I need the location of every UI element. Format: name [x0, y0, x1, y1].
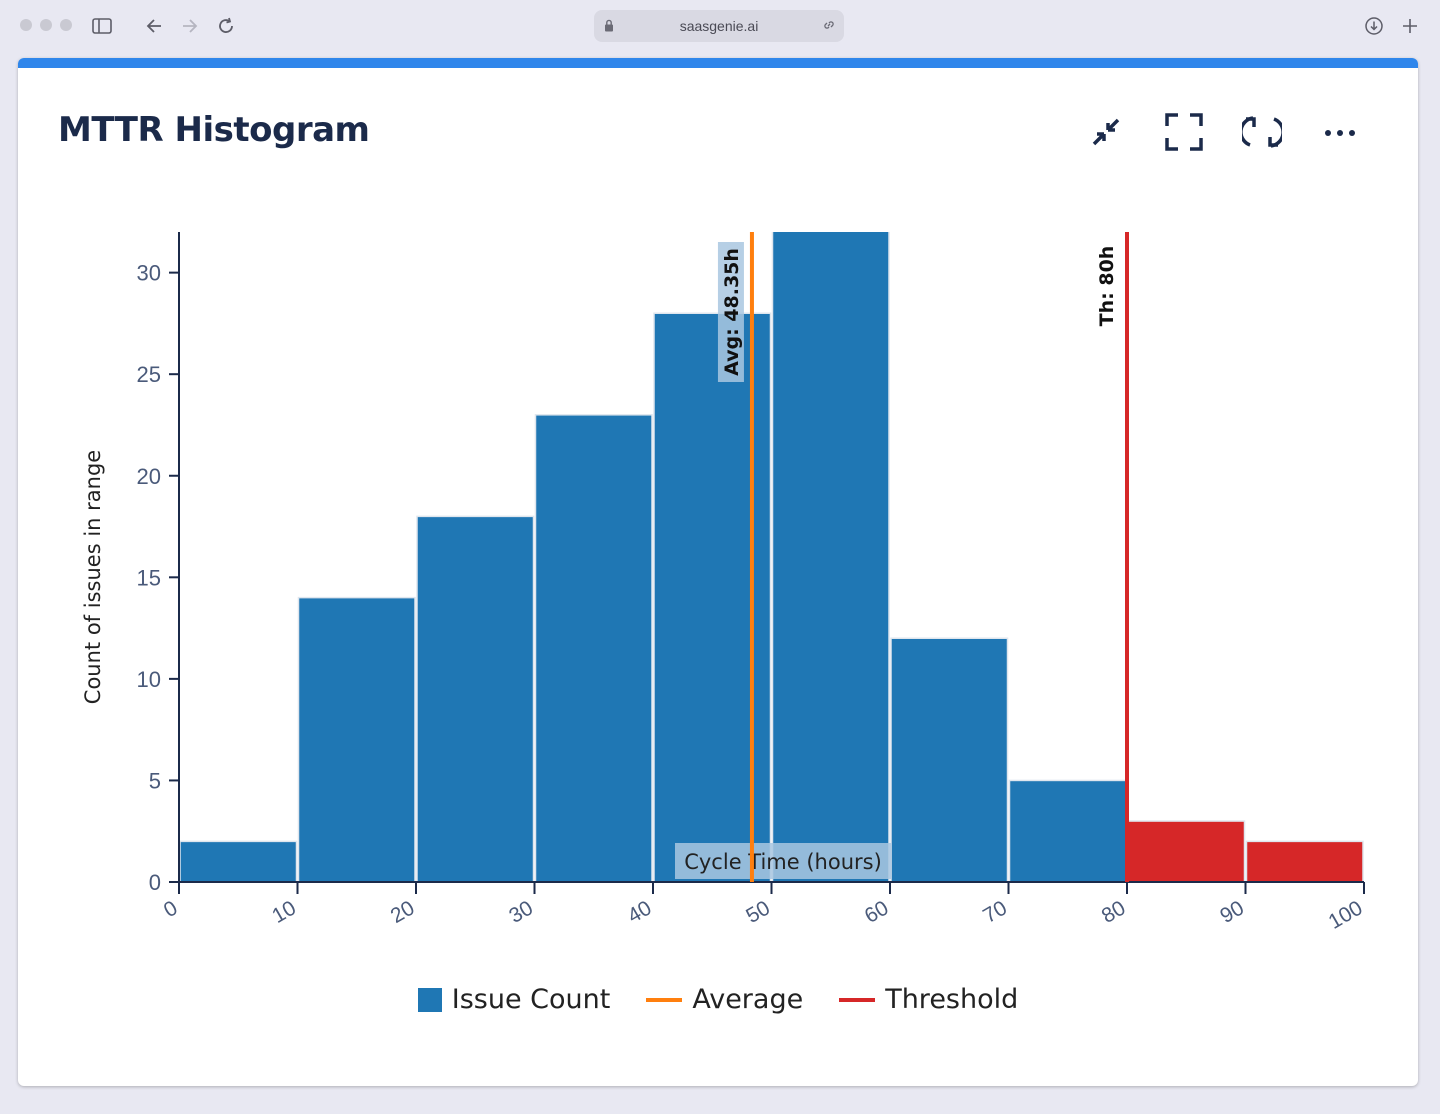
legend-issue-count[interactable]: Issue Count [417, 984, 611, 1015]
reload-icon[interactable] [214, 14, 238, 38]
legend-swatch-line [646, 997, 683, 1002]
widget-title: MTTR Histogram [58, 110, 370, 150]
collapse-icon[interactable] [1084, 110, 1128, 154]
threshold-label: Th: 80h [1096, 246, 1118, 327]
x-tick-label: 20 [387, 896, 419, 928]
x-axis-label: Cycle Time (hours) [684, 850, 882, 874]
maximize-window-dot[interactable] [60, 19, 72, 31]
histogram-bar[interactable] [771, 191, 890, 882]
fullscreen-icon[interactable] [1162, 110, 1206, 154]
y-tick-label: 25 [137, 362, 161, 387]
histogram-bar[interactable] [179, 840, 298, 882]
forward-arrow-icon[interactable] [178, 14, 202, 38]
histogram-bar[interactable] [534, 414, 653, 882]
download-icon[interactable] [1362, 14, 1386, 38]
more-icon[interactable] [1318, 110, 1362, 154]
new-tab-icon[interactable] [1398, 14, 1422, 38]
legend-swatch-box [417, 987, 442, 1012]
average-label: Avg: 48.35h [721, 248, 743, 376]
x-tick-label: 70 [979, 896, 1011, 928]
x-tick-label: 0 [160, 896, 182, 922]
x-tick-label: 10 [268, 896, 300, 928]
x-tick-label: 30 [505, 896, 537, 928]
refresh-icon[interactable] [1240, 110, 1284, 154]
histogram-bar[interactable] [1127, 820, 1246, 882]
legend-threshold[interactable]: Threshold [839, 984, 1018, 1015]
legend-average[interactable]: Average [646, 984, 803, 1015]
x-tick-label: 50 [742, 896, 774, 928]
legend-label: Average [692, 984, 804, 1015]
y-tick-label: 0 [149, 870, 161, 895]
y-tick-label: 10 [137, 667, 161, 692]
legend-label: Threshold [885, 984, 1019, 1015]
minimize-window-dot[interactable] [40, 19, 52, 31]
histogram-widget: MTTR Histogram 0 5 10 15 20 25 30 0 10 20 30 40 50 60… [18, 58, 1418, 1086]
histogram-bar[interactable] [1245, 840, 1364, 882]
y-axis-label: Count of issues in range [81, 450, 105, 704]
url-text: saasgenie.ai [679, 18, 759, 34]
x-tick-label: 100 [1325, 896, 1367, 933]
legend-label: Issue Count [451, 984, 611, 1015]
histogram-bar[interactable] [416, 515, 535, 882]
x-axis-label-bg [675, 843, 891, 879]
lock-icon [604, 19, 614, 35]
y-tick-label: 30 [137, 261, 161, 286]
x-tick-label: 40 [624, 896, 656, 928]
back-arrow-icon[interactable] [142, 14, 166, 38]
close-window-dot[interactable] [20, 19, 32, 31]
average-label-bg [717, 242, 744, 382]
sidebar-toggle-icon[interactable] [90, 14, 114, 38]
histogram-bar[interactable] [1008, 779, 1127, 882]
x-tick-label: 90 [1216, 896, 1248, 928]
y-tick-label: 20 [137, 464, 161, 489]
address-bar[interactable]: saasgenie.ai [594, 10, 844, 42]
legend-swatch-line [839, 997, 876, 1002]
histogram-bar[interactable] [890, 637, 1009, 882]
x-tick-label: 60 [861, 896, 893, 928]
widget-accent-bar [18, 58, 1418, 68]
histogram-bar[interactable] [297, 596, 416, 882]
y-tick-label: 15 [137, 565, 161, 590]
chart-legend: Issue Count Average Threshold [18, 984, 1418, 1015]
x-tick-label: 80 [1098, 896, 1130, 928]
y-tick-label: 5 [149, 768, 161, 793]
browser-toolbar: saasgenie.ai [0, 0, 1440, 52]
link-icon[interactable] [822, 18, 836, 35]
histogram-chart: 0 5 10 15 20 25 30 0 10 20 30 40 50 60 70 80 90 100 Count … [81, 191, 1367, 934]
